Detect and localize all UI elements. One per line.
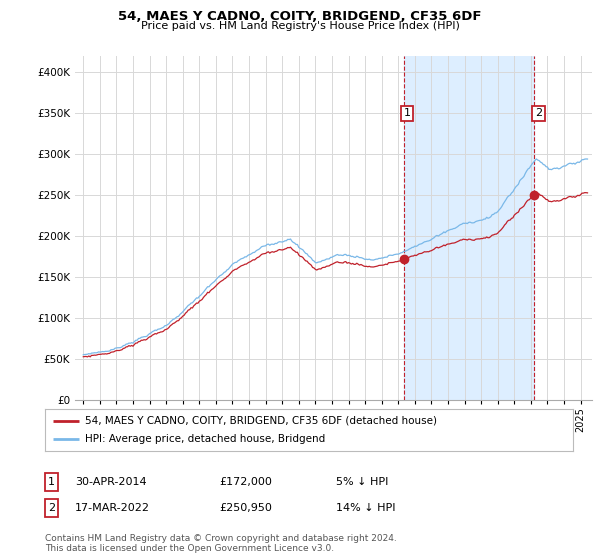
Text: 30-APR-2014: 30-APR-2014 bbox=[75, 477, 146, 487]
Text: 5% ↓ HPI: 5% ↓ HPI bbox=[336, 477, 388, 487]
Text: 2: 2 bbox=[535, 109, 542, 118]
Text: £172,000: £172,000 bbox=[219, 477, 272, 487]
Bar bbox=[404, 56, 535, 400]
Text: 17-MAR-2022: 17-MAR-2022 bbox=[75, 503, 150, 513]
Text: 54, MAES Y CADNO, COITY, BRIDGEND, CF35 6DF (detached house): 54, MAES Y CADNO, COITY, BRIDGEND, CF35 … bbox=[85, 416, 437, 426]
Text: 14% ↓ HPI: 14% ↓ HPI bbox=[336, 503, 395, 513]
Text: £250,950: £250,950 bbox=[219, 503, 272, 513]
Text: 2: 2 bbox=[48, 503, 55, 513]
Text: 54, MAES Y CADNO, COITY, BRIDGEND, CF35 6DF: 54, MAES Y CADNO, COITY, BRIDGEND, CF35 … bbox=[118, 10, 482, 23]
Text: Contains HM Land Registry data © Crown copyright and database right 2024.
This d: Contains HM Land Registry data © Crown c… bbox=[45, 534, 397, 553]
Text: Price paid vs. HM Land Registry's House Price Index (HPI): Price paid vs. HM Land Registry's House … bbox=[140, 21, 460, 31]
Text: 1: 1 bbox=[48, 477, 55, 487]
Text: HPI: Average price, detached house, Bridgend: HPI: Average price, detached house, Brid… bbox=[85, 434, 325, 444]
Text: 1: 1 bbox=[404, 109, 410, 118]
